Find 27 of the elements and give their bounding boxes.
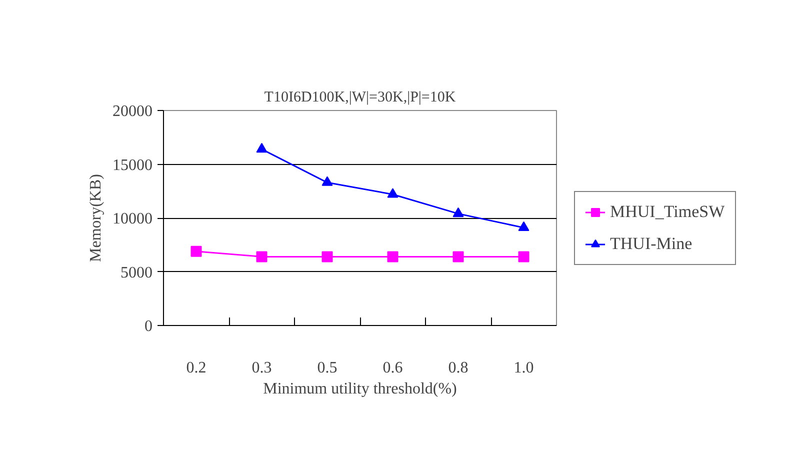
y-tick-label: 15000 (112, 156, 152, 174)
legend-label: THUI-Mine (610, 234, 692, 254)
point (518, 251, 530, 262)
point (322, 251, 333, 262)
point (387, 251, 398, 262)
point (452, 251, 464, 262)
y-tick-label: 10000 (112, 210, 152, 228)
x-tick-label: 0.6 (382, 360, 403, 376)
y-tick-label: 0 (144, 318, 152, 335)
point (518, 221, 530, 232)
point (256, 142, 268, 153)
x-tick-label: 1.0 (514, 360, 534, 376)
point (190, 246, 202, 257)
chart-title: T10I6D100K,|W|=30K,|P|=10K (264, 90, 456, 106)
point (256, 251, 268, 262)
x-tick-label: 0.3 (252, 360, 272, 376)
point (452, 207, 464, 218)
y-tick-label: 5000 (120, 264, 152, 282)
y-tick-label: 20000 (112, 103, 152, 120)
point (322, 176, 333, 186)
x-tick-label: 0.5 (317, 360, 338, 376)
legend-label: MHUI_TimeSW (610, 202, 725, 222)
point (387, 188, 398, 198)
x-tick-label: 0.2 (186, 360, 206, 376)
y-axis-title: Memory(KB) (88, 174, 104, 262)
x-axis-title: Minimum utility threshold(%) (263, 380, 457, 398)
x-tick-label: 0.8 (448, 360, 468, 376)
